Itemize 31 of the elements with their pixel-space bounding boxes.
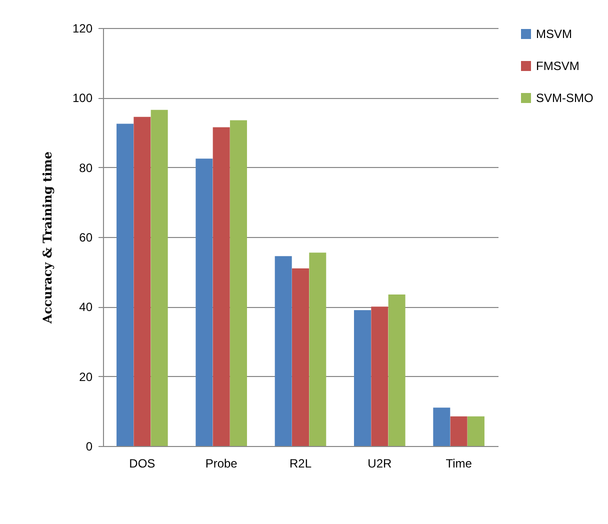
y-tick-label: 100 [72, 91, 93, 106]
bar [433, 408, 450, 446]
bar [354, 310, 372, 446]
y-tick-label: 20 [79, 370, 93, 384]
bar [134, 116, 151, 446]
bar [292, 268, 309, 446]
bar [116, 124, 134, 446]
bar [388, 294, 406, 446]
y-tick-label: 120 [72, 22, 93, 36]
bar [230, 120, 247, 446]
x-tick-label: R2L [289, 456, 312, 470]
x-tick-label: U2R [368, 456, 392, 470]
bar [450, 416, 468, 446]
x-tick-label: Probe [205, 456, 238, 470]
y-tick-label: 40 [79, 300, 93, 314]
bar [212, 127, 230, 446]
y-tick-label: 60 [79, 230, 93, 244]
y-tick-label: 80 [79, 160, 93, 175]
legend-label: FMSVM [536, 59, 580, 73]
y-axis-title: Accuracy & Training time [40, 151, 54, 324]
bar [467, 416, 484, 446]
legend-label: SVM-SMO [536, 91, 594, 105]
bar [150, 110, 168, 446]
bar [196, 158, 213, 446]
bar [274, 256, 292, 446]
x-tick-label: DOS [129, 456, 156, 470]
bar [371, 306, 388, 446]
legend-label: MSVM [536, 27, 572, 41]
y-tick-label: 0 [86, 440, 93, 454]
bar [309, 252, 326, 446]
x-tick-label: Time [446, 456, 472, 470]
